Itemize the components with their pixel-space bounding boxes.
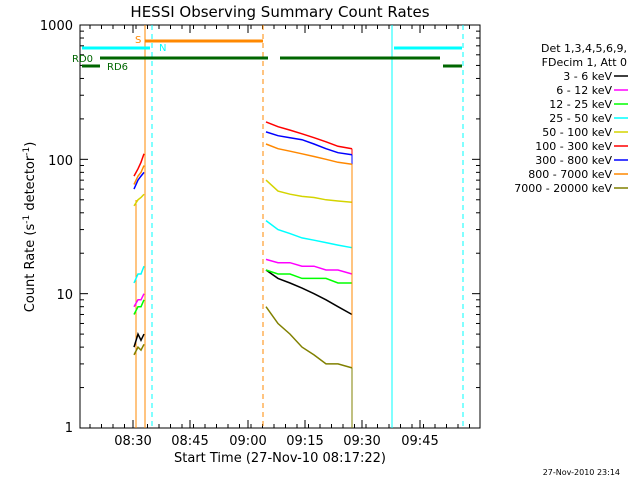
legend-label: 7000 - 20000 keV: [514, 182, 612, 195]
annotation-rd0: RD0: [72, 54, 93, 65]
legend-header-line1: Det 1,3,4,5,6,9,: [541, 42, 627, 55]
annotation-n: N: [159, 43, 166, 54]
annotation-s: S: [135, 35, 141, 46]
legend-label: 50 - 100 keV: [542, 126, 612, 139]
y-axis-label-sup2: -1: [22, 147, 32, 156]
y-tick-label-1: 1: [65, 421, 73, 436]
series-line-0-b: [265, 269, 353, 316]
x-tick-label: 09:00: [229, 434, 266, 449]
legend-label: 12 - 25 keV: [549, 98, 612, 111]
series-line-3-b: [265, 220, 353, 249]
y-tick-label-100: 100: [48, 154, 73, 169]
series-line-6-a: [133, 171, 145, 190]
y-axis-label-end: ): [23, 142, 38, 147]
x-tick-label: 08:30: [114, 434, 151, 449]
series-line-6-b: [265, 131, 353, 156]
series-line-4-a: [133, 193, 145, 207]
y-axis-label: Count Rate (s-1 detector-1): [22, 142, 38, 313]
series-line-3-a: [133, 265, 145, 284]
y-axis-label-sup1: -1: [22, 215, 32, 224]
series-line-4-b: [265, 179, 353, 203]
series-lines: [133, 121, 353, 428]
x-tick-label: 08:45: [171, 434, 208, 449]
series-line-8-a: [133, 343, 145, 356]
series-line-5-b: [265, 121, 353, 150]
y-axis-label-mid: detector: [23, 155, 38, 215]
legend-label: 300 - 800 keV: [535, 154, 612, 167]
series-line-8-b: [265, 306, 353, 369]
legend-label: 25 - 50 keV: [549, 112, 612, 125]
y-tick-label-10: 10: [56, 288, 73, 303]
plot-frame: [79, 24, 481, 429]
chart-title: HESSI Observing Summary Count Rates: [130, 3, 429, 21]
y-tick-label-1000: 1000: [40, 19, 73, 34]
legend-label: 800 - 7000 keV: [528, 168, 612, 181]
x-axis-ticks: [89, 25, 470, 428]
timestamp: 27-Nov-2010 23:14: [543, 468, 620, 477]
legend-label: 6 - 12 keV: [556, 84, 612, 97]
series-line-7-b: [265, 143, 353, 165]
series-line-7-a: [133, 165, 145, 185]
series-line-5-a: [133, 153, 145, 177]
x-tick-label: 09:30: [343, 434, 380, 449]
legend-label: 3 - 6 keV: [563, 70, 612, 83]
series-line-1-a: [133, 293, 145, 308]
series-line-0-a: [133, 332, 145, 348]
x-tick-label: 09:15: [286, 434, 323, 449]
y-axis-label-main: Count Rate (s: [23, 224, 38, 313]
legend-label: 100 - 300 keV: [535, 140, 612, 153]
series-line-1-b: [265, 258, 353, 275]
annotation-rd6: RD6: [107, 62, 128, 73]
series-line-2-b: [265, 269, 352, 284]
x-tick-label: 09:45: [401, 434, 438, 449]
mode-lines: [82, 25, 464, 428]
y-axis-ticks: [80, 30, 480, 429]
legend-header-line2: FDecim 1, Att 0: [542, 56, 627, 69]
series-line-2-a: [133, 299, 145, 315]
x-axis-label: Start Time (27-Nov-10 08:17:22): [174, 451, 386, 466]
